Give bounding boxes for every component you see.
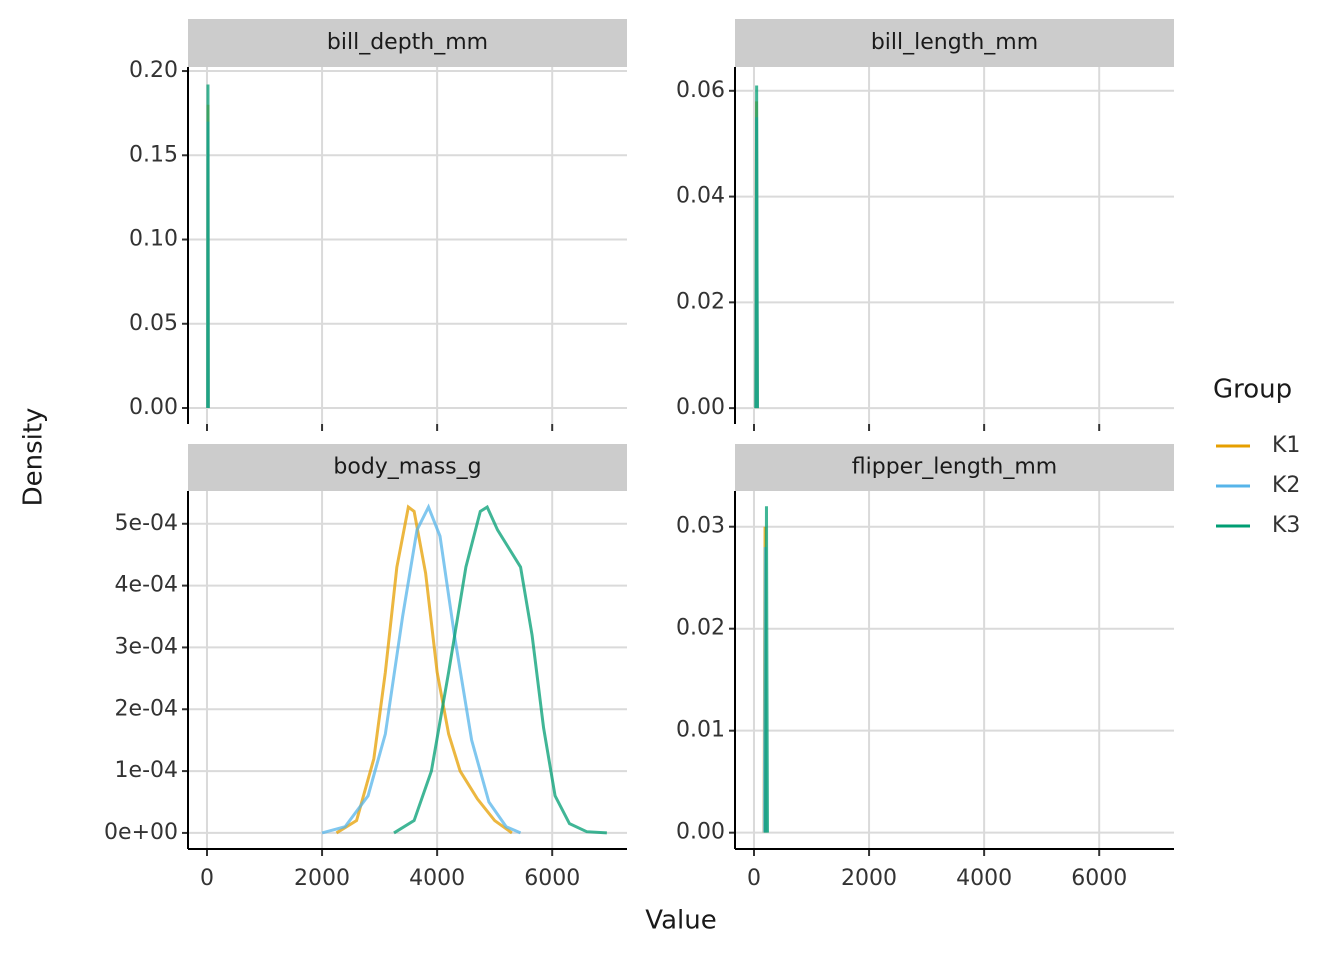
legend-title: Group (1213, 375, 1292, 405)
y-tick-label: 0.02 (676, 616, 725, 641)
y-tick-label: 0.02 (676, 289, 725, 314)
y-tick-label: 0e+00 (104, 820, 178, 845)
y-tick-label: 0.01 (676, 718, 725, 743)
strip-label: flipper_length_mm (852, 455, 1057, 480)
density-line (206, 84, 210, 408)
x-tick-label: 0 (747, 866, 761, 891)
strip (188, 444, 627, 491)
y-tick-label: 0.06 (676, 78, 725, 103)
strip-label: bill_depth_mm (327, 30, 488, 55)
x-tick-label: 4000 (956, 866, 1012, 891)
strip (735, 444, 1174, 491)
y-tick-label: 5e-04 (115, 511, 178, 536)
y-tick-label: 0.03 (676, 514, 725, 539)
y-tick-label: 0.20 (129, 58, 178, 83)
density-line (321, 503, 522, 835)
y-tick-label: 0.04 (676, 184, 725, 209)
density-line (335, 504, 513, 835)
strip-label: body_mass_g (333, 455, 481, 480)
x-axis-title: Value (645, 906, 716, 936)
strip (188, 19, 627, 67)
x-tick-label: 2000 (841, 866, 897, 891)
y-tick-label: 0.00 (676, 395, 725, 420)
legend-label: K2 (1272, 473, 1300, 498)
y-tick-label: 0.00 (129, 395, 178, 420)
y-tick-label: 2e-04 (115, 696, 178, 721)
x-tick-label: 4000 (409, 866, 465, 891)
y-tick-label: 4e-04 (115, 573, 178, 598)
legend-label: K1 (1272, 433, 1300, 458)
x-tick-label: 6000 (1071, 866, 1127, 891)
y-tick-label: 0.05 (129, 311, 178, 336)
y-tick-label: 1e-04 (115, 758, 178, 783)
density-line (763, 506, 770, 833)
x-tick-label: 0 (200, 866, 214, 891)
legend-label: K3 (1272, 513, 1300, 538)
density-line (754, 85, 759, 409)
y-tick-label: 0.00 (676, 820, 725, 845)
density-line (393, 504, 607, 835)
y-tick-label: 0.10 (129, 227, 178, 252)
x-tick-label: 6000 (524, 866, 580, 891)
y-tick-label: 0.15 (129, 142, 178, 167)
strip (735, 19, 1174, 67)
y-tick-label: 3e-04 (115, 634, 178, 659)
x-tick-label: 2000 (294, 866, 350, 891)
strip-label: bill_length_mm (871, 30, 1038, 55)
y-axis-title: Density (19, 408, 49, 507)
